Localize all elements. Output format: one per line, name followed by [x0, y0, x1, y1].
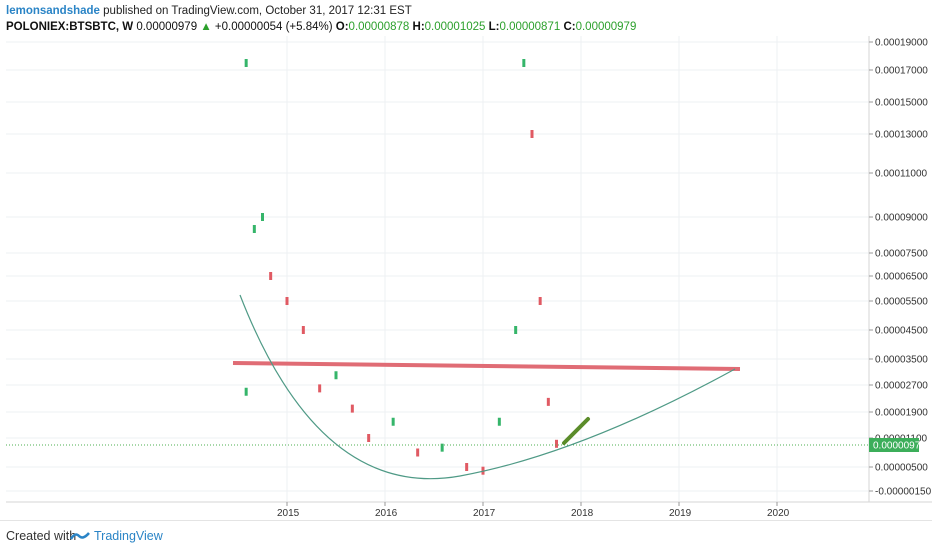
candle	[522, 59, 526, 67]
candle	[350, 404, 354, 413]
candle	[244, 387, 248, 396]
footer-bar: Created with TradingView	[0, 520, 932, 551]
time-tick-label: 2019	[669, 508, 692, 519]
last-price-badge: 0.00000979	[869, 438, 926, 452]
price-axis[interactable]: 0.00019000 0.00017000 0.00015000 0.00013000…	[869, 38, 932, 498]
price-tick-label: 0.00009000	[875, 213, 928, 224]
candle	[334, 371, 338, 380]
candles-group	[244, 59, 558, 475]
price-tick-label: 0.00004500	[875, 326, 928, 337]
candle	[514, 326, 518, 334]
time-axis[interactable]: 2015 2016 2017 2018 2019 2020	[277, 502, 790, 519]
price-change: +0.00000054 (+5.84%)	[214, 21, 333, 33]
last-price-badge-text: 0.00000979	[873, 441, 926, 452]
price-tick-label: 0.00001900	[875, 408, 928, 419]
time-tick-label: 2020	[767, 508, 790, 519]
time-tick-label: 2018	[571, 508, 594, 519]
breakout-arrow[interactable]	[562, 417, 590, 445]
candle	[269, 272, 273, 280]
created-with-label: Created with	[6, 529, 77, 543]
candle	[301, 326, 305, 334]
resistance-line[interactable]	[232, 361, 741, 371]
tradingview-logo-icon	[70, 532, 90, 540]
price-tick-label: 0.00002700	[875, 381, 928, 392]
open-value: 0.00000878	[348, 21, 410, 33]
high-value: 0.00001025	[424, 21, 486, 33]
open-label: O:	[335, 21, 349, 33]
rounded-bottom-curve[interactable]	[239, 294, 736, 480]
candle	[261, 213, 264, 221]
close-value: 0.00000979	[575, 21, 637, 33]
price-tick-label: 0.00007500	[875, 249, 928, 260]
symbol-label[interactable]: POLONIEX:BTSBTC, W	[6, 21, 134, 33]
last-price-badge-bg	[869, 438, 919, 452]
up-arrow-icon: ▲	[200, 21, 212, 33]
candle	[285, 297, 289, 305]
price-tick-label: 0.00006500	[875, 272, 928, 283]
candle	[244, 59, 248, 67]
price-tick-label: 0.00019000	[875, 38, 928, 49]
price-tick-label: 0.00015000	[875, 98, 928, 109]
price-tick-label: 0.00011000	[875, 169, 928, 180]
candle	[465, 463, 469, 471]
low-label: L:	[488, 21, 500, 33]
low-value: 0.00000871	[499, 21, 561, 33]
candle	[497, 417, 501, 426]
price-tick-label: 0.00005500	[875, 297, 928, 308]
candle	[252, 225, 256, 233]
ohlc-line: POLONIEX:BTSBTC, W 0.00000979 ▲ +0.00000…	[6, 19, 926, 35]
candle	[555, 439, 558, 448]
plot-background	[6, 36, 869, 502]
last-price: 0.00000979	[136, 21, 198, 33]
publish-line: lemonsandshade published on TradingView.…	[6, 3, 926, 19]
candle	[416, 448, 420, 457]
close-label: C:	[563, 21, 576, 33]
candle	[367, 434, 371, 442]
candle	[318, 384, 322, 393]
candle	[546, 397, 550, 406]
published-text: published on TradingView.com, October 31…	[103, 5, 412, 17]
price-tick-label: 0.00000500	[875, 463, 928, 474]
chart-header: lemonsandshade published on TradingView.…	[6, 3, 926, 35]
candle	[538, 297, 542, 305]
candle	[391, 417, 395, 426]
tradingview-link[interactable]: TradingView	[94, 529, 163, 543]
high-label: H:	[412, 21, 425, 33]
candle	[440, 443, 444, 452]
author-link[interactable]: lemonsandshade	[6, 5, 100, 17]
time-tick-label: 2017	[473, 508, 496, 519]
price-tick-label: 0.00003500	[875, 355, 928, 366]
time-tick-label: 2016	[375, 508, 398, 519]
grid-lines	[6, 36, 869, 502]
price-tick-label: 0.00013000	[875, 130, 928, 141]
price-tick-label: -0.00000150	[875, 487, 932, 498]
time-tick-label: 2015	[277, 508, 300, 519]
price-chart[interactable]: 0.00019000 0.00017000 0.00015000 0.00013000…	[0, 36, 932, 520]
candle	[530, 130, 534, 138]
price-tick-label: 0.00017000	[875, 66, 928, 77]
